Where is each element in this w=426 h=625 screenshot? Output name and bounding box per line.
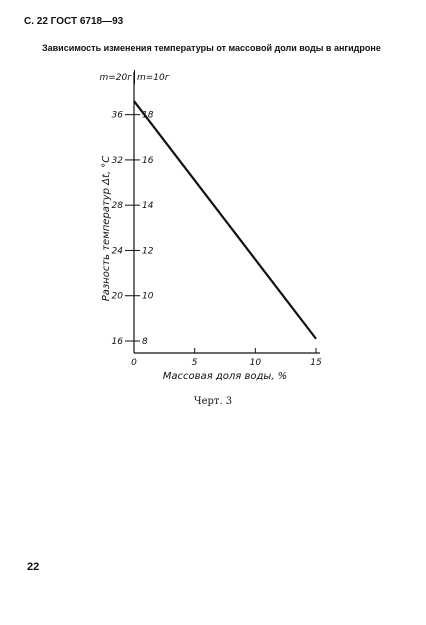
y-tick-label-right: 18 [142, 111, 154, 121]
y-tick-label-right: 10 [142, 292, 154, 302]
y-tick-label-left: 36 [112, 111, 124, 121]
y-axis-header-left: m=20г [100, 73, 133, 83]
y-tick-label-right: 14 [142, 201, 154, 211]
x-tick-label: 5 [192, 358, 198, 368]
series-line [133, 100, 317, 340]
y-tick-label-left: 28 [112, 201, 124, 211]
x-tick-label: 15 [310, 358, 322, 368]
y-tick-label-left: 20 [112, 292, 124, 302]
x-axis-label: Массовая доля воды, % [163, 371, 287, 382]
y-tick-label-right: 16 [142, 156, 154, 166]
figure-caption: Черт. 3 [193, 396, 233, 407]
x-tick-label: 10 [250, 358, 262, 368]
series [133, 100, 317, 340]
labels: m=20г m=10г Массовая доля воды, % Разность … [100, 70, 287, 382]
y-axis-header-right: m=10г [137, 73, 170, 83]
ticks: 16 20 24 28 32 36 8 10 12 14 16 18 0 5 10 15 [112, 111, 322, 368]
y-tick-label-left: 24 [112, 246, 124, 256]
y-tick-label-left: 32 [112, 156, 124, 166]
axes [133, 72, 320, 354]
y-tick-label-right: 8 [142, 337, 148, 347]
x-tick-label: 0 [131, 358, 137, 368]
y-tick-label-left: 16 [112, 337, 124, 347]
page-header: С. 22 ГОСТ 6718—93 [24, 16, 124, 27]
y-tick-label-right: 12 [142, 246, 154, 256]
page-number: 22 [27, 561, 40, 573]
y-axis-label: Разность температур Δt, °С [101, 156, 112, 302]
chart-heading: Зависимость изменения температуры от мас… [42, 43, 381, 53]
